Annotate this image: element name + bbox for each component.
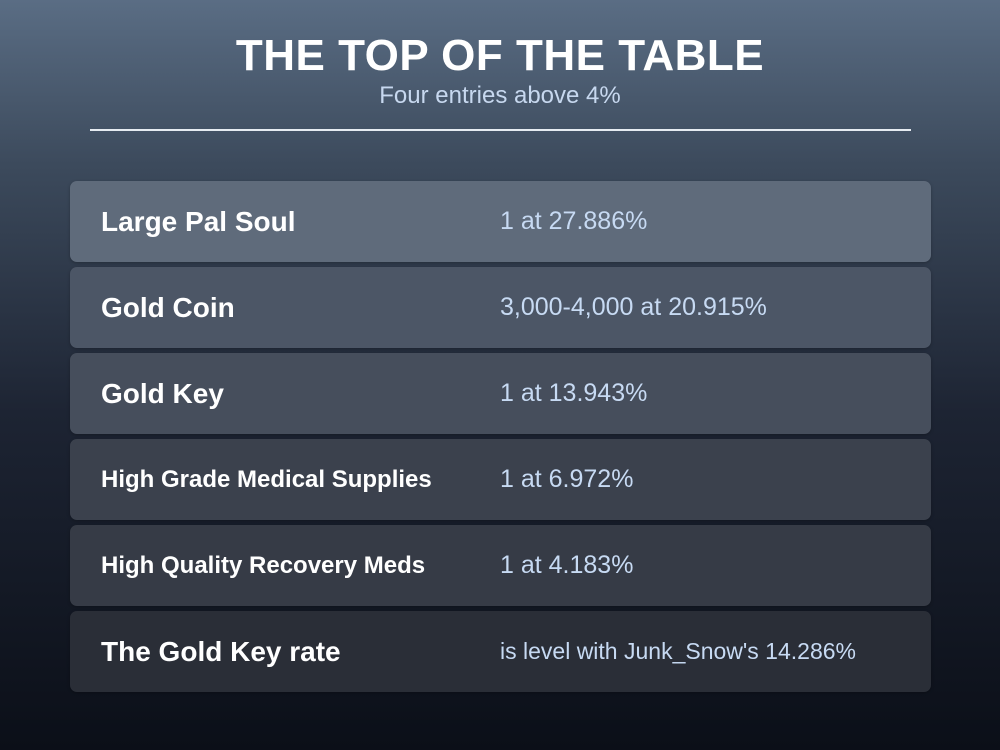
page-subtitle: Four entries above 4% (379, 82, 621, 109)
list-item: Large Pal Soul 1 at 27.886% (70, 181, 931, 262)
entry-label: High Grade Medical Supplies (101, 465, 432, 493)
header: THE TOP OF THE TABLE Four entries above … (0, 30, 1000, 110)
entry-label: Gold Key (101, 377, 224, 409)
entry-list: Large Pal Soul 1 at 27.886% Gold Coin 3,… (70, 181, 931, 697)
list-item: Gold Coin 3,000-4,000 at 20.915% (70, 267, 931, 348)
entry-label: Gold Coin (101, 291, 235, 323)
entry-value: 1 at 27.886% (500, 207, 648, 235)
entry-label: Large Pal Soul (101, 205, 296, 237)
entry-label: High Quality Recovery Meds (101, 551, 426, 579)
list-item: High Grade Medical Supplies 1 at 6.972% (70, 439, 931, 520)
entry-value: 1 at 4.183% (500, 551, 634, 579)
entry-value: 1 at 13.943% (500, 379, 648, 407)
list-item: High Quality Recovery Meds 1 at 4.183% (70, 525, 931, 606)
header-divider (90, 129, 911, 131)
page-title: THE TOP OF THE TABLE (235, 31, 765, 80)
list-item: Gold Key 1 at 13.943% (70, 353, 931, 434)
list-item: The Gold Key rate is level with Junk_Sno… (70, 611, 931, 692)
entry-value: 1 at 6.972% (500, 465, 634, 493)
entry-label: The Gold Key rate (101, 635, 341, 667)
entry-value: 3,000-4,000 at 20.915% (500, 293, 767, 321)
entry-value: is level with Junk_Snow's 14.286% (500, 638, 856, 664)
